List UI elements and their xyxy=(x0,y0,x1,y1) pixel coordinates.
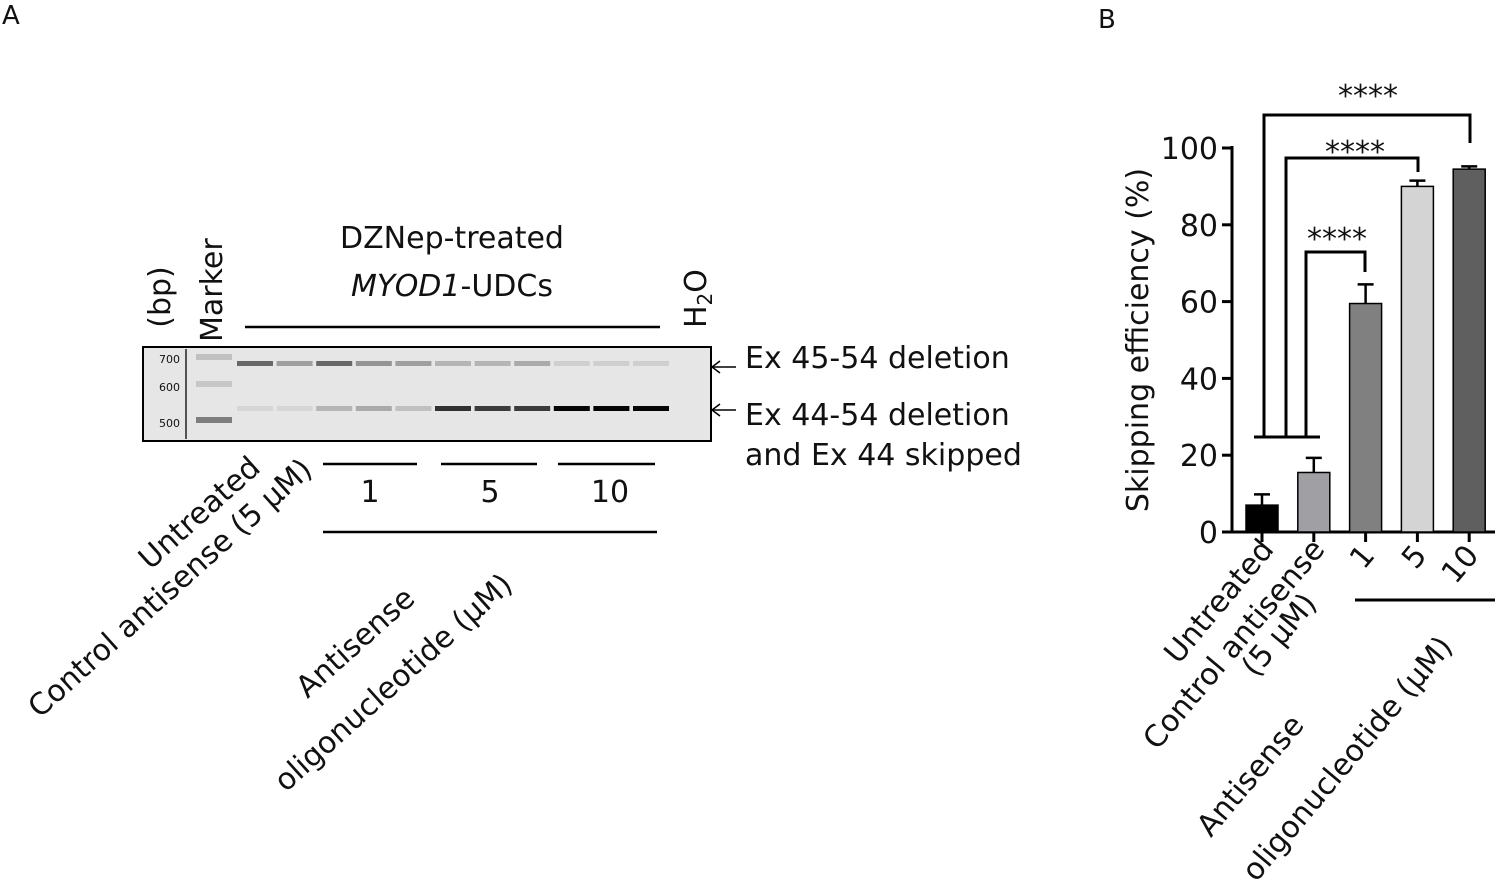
band-lower-label-1: Ex 44-54 deletion xyxy=(745,398,1010,433)
y-tick-label: 80 xyxy=(1180,209,1218,244)
band-upper xyxy=(474,361,511,366)
size-tick-600: 600 xyxy=(159,381,180,394)
marker-band xyxy=(196,354,232,360)
marker-band xyxy=(196,417,232,423)
h2o-label: H2O xyxy=(679,269,717,328)
bar-untreated xyxy=(1245,504,1279,533)
y-tick-label: 20 xyxy=(1180,439,1218,474)
band-upper xyxy=(355,361,392,366)
cell-type: -UDCs xyxy=(461,269,553,304)
h2o-o: O xyxy=(679,269,714,293)
panel-a-label: A xyxy=(2,1,20,31)
band-lower xyxy=(395,406,432,411)
band-lower xyxy=(237,406,273,411)
bars xyxy=(1245,165,1486,542)
band-upper xyxy=(514,361,551,366)
marker-band xyxy=(196,381,232,387)
bracket-vs-1 xyxy=(1304,250,1367,437)
y-tick-label: 40 xyxy=(1180,362,1218,397)
h2o-sub: 2 xyxy=(693,293,717,306)
x-label-5: 5 xyxy=(1395,539,1434,576)
significance-stars-10: **** xyxy=(1338,79,1398,114)
significance-brackets xyxy=(1254,113,1472,439)
band-lower xyxy=(355,406,392,411)
band-lower xyxy=(316,406,353,411)
dose-label-10: 10 xyxy=(591,475,629,510)
significance-stars-5: **** xyxy=(1325,135,1385,170)
y-axis-label: Skipping efficiency (%) xyxy=(1121,168,1156,512)
dose-label-5: 5 xyxy=(480,475,499,510)
band-upper xyxy=(553,361,590,366)
gel-image: 700 600 500 xyxy=(142,346,712,442)
gel-title-line2: MYOD1-UDCs xyxy=(351,269,553,304)
bar-10 xyxy=(1452,168,1486,533)
marker-label: Marker xyxy=(195,238,230,342)
band-upper xyxy=(435,361,471,366)
band-lower xyxy=(633,406,669,411)
band-upper xyxy=(593,361,630,366)
lane-label-control: Control antisense (5 µM) xyxy=(22,452,320,725)
bar-1 xyxy=(1348,302,1383,533)
gene-name: MYOD1 xyxy=(351,269,460,304)
bracket-vs-5 xyxy=(1284,156,1420,437)
band-upper xyxy=(316,361,353,366)
band-upper xyxy=(237,361,273,366)
bracket-vs-10 xyxy=(1262,113,1472,437)
band-upper-label: Ex 45-54 deletion xyxy=(745,341,1010,376)
arrow-lower xyxy=(710,403,736,417)
y-tick-label: 60 xyxy=(1180,286,1218,321)
bp-label: (bp) xyxy=(143,266,178,328)
size-tick-700: 700 xyxy=(159,353,180,366)
bar-5 xyxy=(1400,185,1435,533)
bar-control-antisense xyxy=(1297,471,1331,533)
band-upper xyxy=(633,361,669,366)
y-tick-label: 100 xyxy=(1161,132,1218,167)
band-lower xyxy=(553,406,590,411)
band-lower xyxy=(435,406,471,411)
panel-b-label: B xyxy=(1098,5,1116,35)
band-lower-label-2: and Ex 44 skipped xyxy=(745,438,1022,473)
gel-title-line1: DZNep-treated xyxy=(340,221,564,256)
band-lower xyxy=(514,406,551,411)
arrow-upper xyxy=(710,360,736,374)
band-lower xyxy=(276,406,313,411)
x-label-1: 1 xyxy=(1343,539,1382,576)
dose-label-1: 1 xyxy=(360,475,379,510)
h2o-h: H xyxy=(679,305,714,328)
significance-stars-1: **** xyxy=(1307,222,1367,257)
size-tick-500: 500 xyxy=(159,417,180,430)
band-upper xyxy=(276,361,313,366)
band-upper xyxy=(395,361,432,366)
y-tick-label: 0 xyxy=(1199,516,1218,551)
x-label-10: 10 xyxy=(1435,539,1486,591)
band-lower xyxy=(474,406,511,411)
band-lower xyxy=(593,406,630,411)
